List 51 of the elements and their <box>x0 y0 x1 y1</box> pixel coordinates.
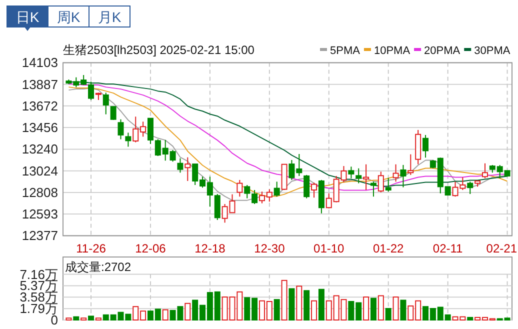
candlestick <box>356 168 362 184</box>
y-tick-label: 13887 <box>22 76 58 92</box>
y-tick-label: 12377 <box>22 228 58 244</box>
x-tick-label: 12-30 <box>254 242 286 256</box>
y-tick-label: 7.16万 <box>20 266 58 282</box>
bar <box>467 316 474 320</box>
legend-label: 10PMA <box>374 45 411 57</box>
bar <box>288 288 295 320</box>
y-tick-label: 12593 <box>22 206 58 222</box>
bar <box>363 296 370 320</box>
bar <box>392 296 399 320</box>
chart-title: 生猪2503[lh2503] 2025-02-21 15:00 <box>63 43 255 57</box>
candlestick <box>482 162 488 179</box>
chart-title: 成交量:2702 <box>65 260 132 274</box>
tab: 周K <box>48 6 90 28</box>
candlestick <box>311 182 318 198</box>
bar <box>318 288 324 320</box>
x-tick-label: 12-06 <box>135 242 166 256</box>
bar <box>281 280 288 320</box>
bar <box>385 308 392 320</box>
legend-label: 30PMA <box>474 45 511 57</box>
tab: 月K <box>88 6 130 28</box>
y-tick-label: 13240 <box>22 142 58 157</box>
x-tick-label: 01-22 <box>373 242 404 256</box>
bar <box>311 300 318 320</box>
bar <box>378 295 384 320</box>
bar <box>162 309 168 320</box>
legend-label: 5PMA <box>330 45 361 57</box>
candlestick <box>370 181 376 198</box>
bar <box>73 316 80 320</box>
bar <box>88 316 94 320</box>
y-tick-label: 12808 <box>22 185 58 200</box>
bar <box>400 300 406 320</box>
bar <box>274 299 280 320</box>
candlestick <box>400 164 406 188</box>
x-tick-label: 11-26 <box>76 242 106 256</box>
x-tick-label: 12-18 <box>194 242 226 256</box>
y-tick-label: 13672 <box>22 98 58 114</box>
bar <box>304 290 310 320</box>
y-tick-label: 13024 <box>22 163 58 178</box>
y-tick-label: 13456 <box>22 120 58 136</box>
bar <box>184 302 191 320</box>
x-tick-label: 01-10 <box>314 242 345 256</box>
x-tick-label: 02-21 <box>486 242 518 256</box>
x-tick-label: 02-11 <box>432 242 464 256</box>
bar <box>296 286 302 320</box>
bar <box>370 298 376 320</box>
candlestick <box>363 164 370 190</box>
y-tick-label: 14103 <box>22 55 58 70</box>
legend-label: 20PMA <box>424 45 461 57</box>
candlestick <box>467 181 474 195</box>
